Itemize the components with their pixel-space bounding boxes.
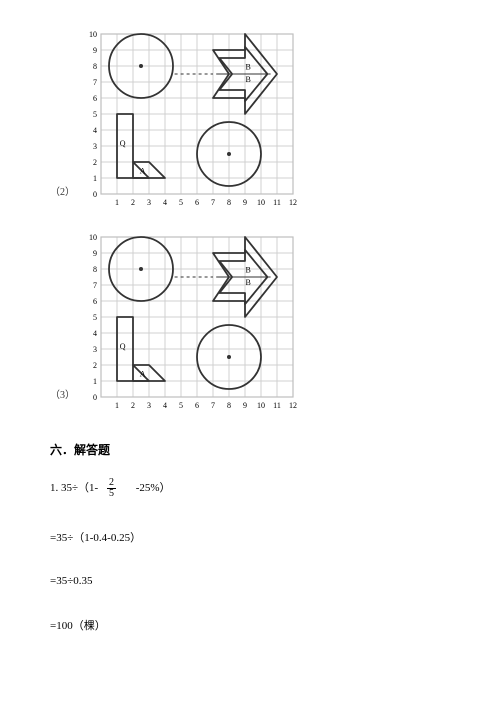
- svg-text:9: 9: [243, 198, 247, 207]
- figure-3-grid: 123456789101112012345678910BBQA: [81, 233, 297, 411]
- svg-text:A: A: [140, 166, 146, 175]
- svg-text:7: 7: [93, 78, 97, 87]
- svg-text:3: 3: [147, 198, 151, 207]
- svg-text:3: 3: [93, 345, 97, 354]
- svg-text:B: B: [246, 62, 251, 71]
- problem-line-1-post: -25%）: [125, 482, 171, 494]
- svg-text:2: 2: [93, 158, 97, 167]
- svg-text:11: 11: [273, 401, 281, 410]
- svg-text:6: 6: [195, 198, 199, 207]
- svg-text:5: 5: [179, 401, 183, 410]
- fraction-denominator: 5: [107, 489, 116, 499]
- svg-text:Q: Q: [120, 139, 126, 148]
- svg-text:B: B: [246, 75, 251, 84]
- svg-text:8: 8: [93, 265, 97, 274]
- svg-text:7: 7: [93, 281, 97, 290]
- svg-text:10: 10: [257, 198, 265, 207]
- problem-line-1: 1. 35÷（1- 2 5 -25%）: [50, 478, 440, 499]
- svg-text:1: 1: [93, 377, 97, 386]
- svg-text:0: 0: [93, 190, 97, 199]
- svg-text:B: B: [246, 278, 251, 287]
- svg-text:Q: Q: [120, 342, 126, 351]
- svg-text:4: 4: [163, 198, 167, 207]
- svg-text:8: 8: [227, 198, 231, 207]
- svg-text:12: 12: [289, 401, 297, 410]
- svg-text:2: 2: [93, 361, 97, 370]
- problem-step-3: =100（棵）: [50, 617, 440, 633]
- figure-2-row: （2） 123456789101112012345678910BBQA: [50, 30, 440, 208]
- svg-text:6: 6: [93, 297, 97, 306]
- svg-text:2: 2: [131, 401, 135, 410]
- svg-text:4: 4: [93, 126, 97, 135]
- fraction-2-5: 2 5: [107, 478, 116, 499]
- svg-text:7: 7: [211, 401, 215, 410]
- svg-text:10: 10: [257, 401, 265, 410]
- svg-text:4: 4: [163, 401, 167, 410]
- section-heading: 六．解答题: [50, 441, 440, 458]
- svg-text:9: 9: [93, 46, 97, 55]
- figure-3-row: （3） 123456789101112012345678910BBQA: [50, 233, 440, 411]
- svg-text:5: 5: [93, 313, 97, 322]
- svg-text:9: 9: [243, 401, 247, 410]
- svg-text:5: 5: [179, 198, 183, 207]
- figure-2-grid: 123456789101112012345678910BBQA: [81, 30, 297, 208]
- svg-text:B: B: [246, 265, 251, 274]
- svg-text:3: 3: [93, 142, 97, 151]
- svg-text:0: 0: [93, 393, 97, 402]
- svg-text:7: 7: [211, 198, 215, 207]
- svg-text:1: 1: [115, 198, 119, 207]
- svg-text:1: 1: [93, 174, 97, 183]
- svg-text:2: 2: [131, 198, 135, 207]
- svg-text:1: 1: [115, 401, 119, 410]
- problem-step-1: =35÷（1-0.4-0.25）: [50, 529, 440, 545]
- svg-text:9: 9: [93, 249, 97, 258]
- problem-line-1-pre: 1. 35÷（1-: [50, 482, 98, 494]
- figure-2-label: （2）: [50, 183, 75, 198]
- figure-3-label: （3）: [50, 386, 75, 401]
- svg-text:3: 3: [147, 401, 151, 410]
- svg-text:4: 4: [93, 329, 97, 338]
- svg-text:8: 8: [93, 62, 97, 71]
- svg-text:10: 10: [89, 233, 97, 242]
- svg-text:6: 6: [195, 401, 199, 410]
- svg-text:8: 8: [227, 401, 231, 410]
- svg-text:12: 12: [289, 198, 297, 207]
- svg-text:5: 5: [93, 110, 97, 119]
- problem-step-2: =35÷0.35: [50, 575, 440, 587]
- svg-text:A: A: [140, 369, 146, 378]
- svg-text:6: 6: [93, 94, 97, 103]
- svg-text:11: 11: [273, 198, 281, 207]
- svg-text:10: 10: [89, 30, 97, 39]
